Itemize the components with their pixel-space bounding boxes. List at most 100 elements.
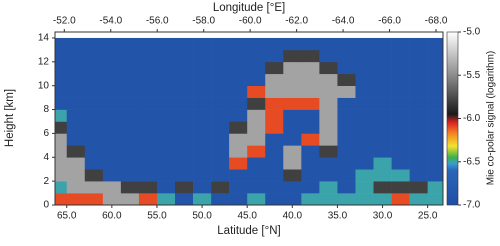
heatmap-cell xyxy=(121,50,139,62)
heatmap-cell xyxy=(229,145,247,157)
heatmap-cell xyxy=(67,86,85,98)
heatmap-cell xyxy=(355,181,373,193)
y-tick-label: 0 xyxy=(43,200,49,211)
heatmap-cell xyxy=(67,193,85,205)
heatmap-cell xyxy=(355,145,373,157)
heatmap-cell xyxy=(193,169,211,181)
heatmap-cell xyxy=(49,121,67,133)
heatmap-cell xyxy=(67,121,85,133)
heatmap-cell xyxy=(374,38,392,50)
heatmap-cell xyxy=(103,133,121,145)
heatmap-cell xyxy=(121,110,139,122)
heatmap-cell xyxy=(319,38,337,50)
heatmap-cell xyxy=(175,62,193,74)
heatmap-cell xyxy=(103,74,121,86)
heatmap-cell xyxy=(319,157,337,169)
heatmap-cell xyxy=(157,193,175,205)
heatmap-cell xyxy=(301,193,319,205)
heatmap-cell xyxy=(49,157,67,169)
heatmap-cell xyxy=(121,133,139,145)
heatmap-cell xyxy=(85,133,103,145)
heatmap-cell xyxy=(229,110,247,122)
heatmap-cell xyxy=(85,86,103,98)
heatmap-cell xyxy=(247,145,265,157)
heatmap-cell xyxy=(283,169,301,181)
heatmap-cell xyxy=(410,86,428,98)
heatmap-cell xyxy=(319,50,337,62)
heatmap-cell xyxy=(355,86,373,98)
heatmap-cell xyxy=(374,110,392,122)
heatmap-cell xyxy=(85,193,103,205)
heatmap-cell xyxy=(211,145,229,157)
heatmap-cell xyxy=(265,86,283,98)
heatmap-cell xyxy=(410,98,428,110)
y-tick-label: 6 xyxy=(43,128,49,139)
heatmap-cell xyxy=(139,62,157,74)
heatmap-cell xyxy=(355,74,373,86)
heatmap-cell xyxy=(319,121,337,133)
heatmap-cell xyxy=(139,181,157,193)
heatmap-cell xyxy=(175,50,193,62)
heatmap-cell xyxy=(247,133,265,145)
colorbar-tick-label: -7.0 xyxy=(463,200,481,211)
heatmap-cell xyxy=(229,121,247,133)
heatmap-cell xyxy=(103,181,121,193)
heatmap-cell xyxy=(392,74,410,86)
heatmap-cell xyxy=(283,133,301,145)
heatmap-cell xyxy=(193,62,211,74)
x2-tick-label: -52.0 xyxy=(53,16,76,27)
x-tick-label: 60.0 xyxy=(102,211,122,222)
heatmap-cell xyxy=(139,145,157,157)
heatmap-cell xyxy=(410,110,428,122)
heatmap-cell xyxy=(121,169,139,181)
heatmap-cell xyxy=(49,86,67,98)
heatmap-cell xyxy=(49,74,67,86)
heatmap-cell xyxy=(410,157,428,169)
heatmap-cell xyxy=(211,86,229,98)
heatmap-cell xyxy=(157,169,175,181)
heatmap-cell xyxy=(103,62,121,74)
heatmap-cell xyxy=(193,50,211,62)
heatmap-cell xyxy=(49,50,67,62)
heatmap-cell xyxy=(85,145,103,157)
heatmap-cell xyxy=(283,110,301,122)
heatmap-cell xyxy=(374,98,392,110)
heatmap-cell xyxy=(103,86,121,98)
heatmap-cell xyxy=(211,181,229,193)
heatmap-cell xyxy=(229,86,247,98)
heatmap-cell xyxy=(229,157,247,169)
heatmap-cell xyxy=(247,86,265,98)
heatmap-cell xyxy=(392,50,410,62)
heatmap-cell xyxy=(283,181,301,193)
heatmap-cell xyxy=(139,193,157,205)
heatmap-cell xyxy=(85,50,103,62)
heatmap-cell xyxy=(157,86,175,98)
x2-tick-label: -56.0 xyxy=(146,16,169,27)
heatmap-cell xyxy=(319,86,337,98)
heatmap-cell xyxy=(103,110,121,122)
heatmap-cell xyxy=(337,157,355,169)
heatmap-cell xyxy=(103,50,121,62)
heatmap-cell xyxy=(337,121,355,133)
x-axis-title: Latitude [°N] xyxy=(217,225,280,237)
heatmap-cell xyxy=(67,133,85,145)
x2-tick-label: -58.0 xyxy=(192,16,215,27)
x-tick-label: 25.0 xyxy=(418,211,438,222)
heatmap-cell xyxy=(85,181,103,193)
heatmap-cell xyxy=(157,74,175,86)
heatmap-cell xyxy=(49,133,67,145)
heatmap-cell xyxy=(175,110,193,122)
heatmap-cell xyxy=(211,50,229,62)
heatmap-cell xyxy=(67,110,85,122)
heatmap-cell xyxy=(49,38,67,50)
heatmap-cell xyxy=(319,145,337,157)
heatmap-cell xyxy=(392,169,410,181)
heatmap-cell xyxy=(211,157,229,169)
y-tick-label: 2 xyxy=(43,176,49,187)
heatmap-cell xyxy=(67,181,85,193)
colorbar xyxy=(447,32,458,205)
heatmap-cell xyxy=(301,169,319,181)
x-tick-label: 45.0 xyxy=(237,211,257,222)
heatmap-cell xyxy=(85,98,103,110)
heatmap-cell xyxy=(121,38,139,50)
